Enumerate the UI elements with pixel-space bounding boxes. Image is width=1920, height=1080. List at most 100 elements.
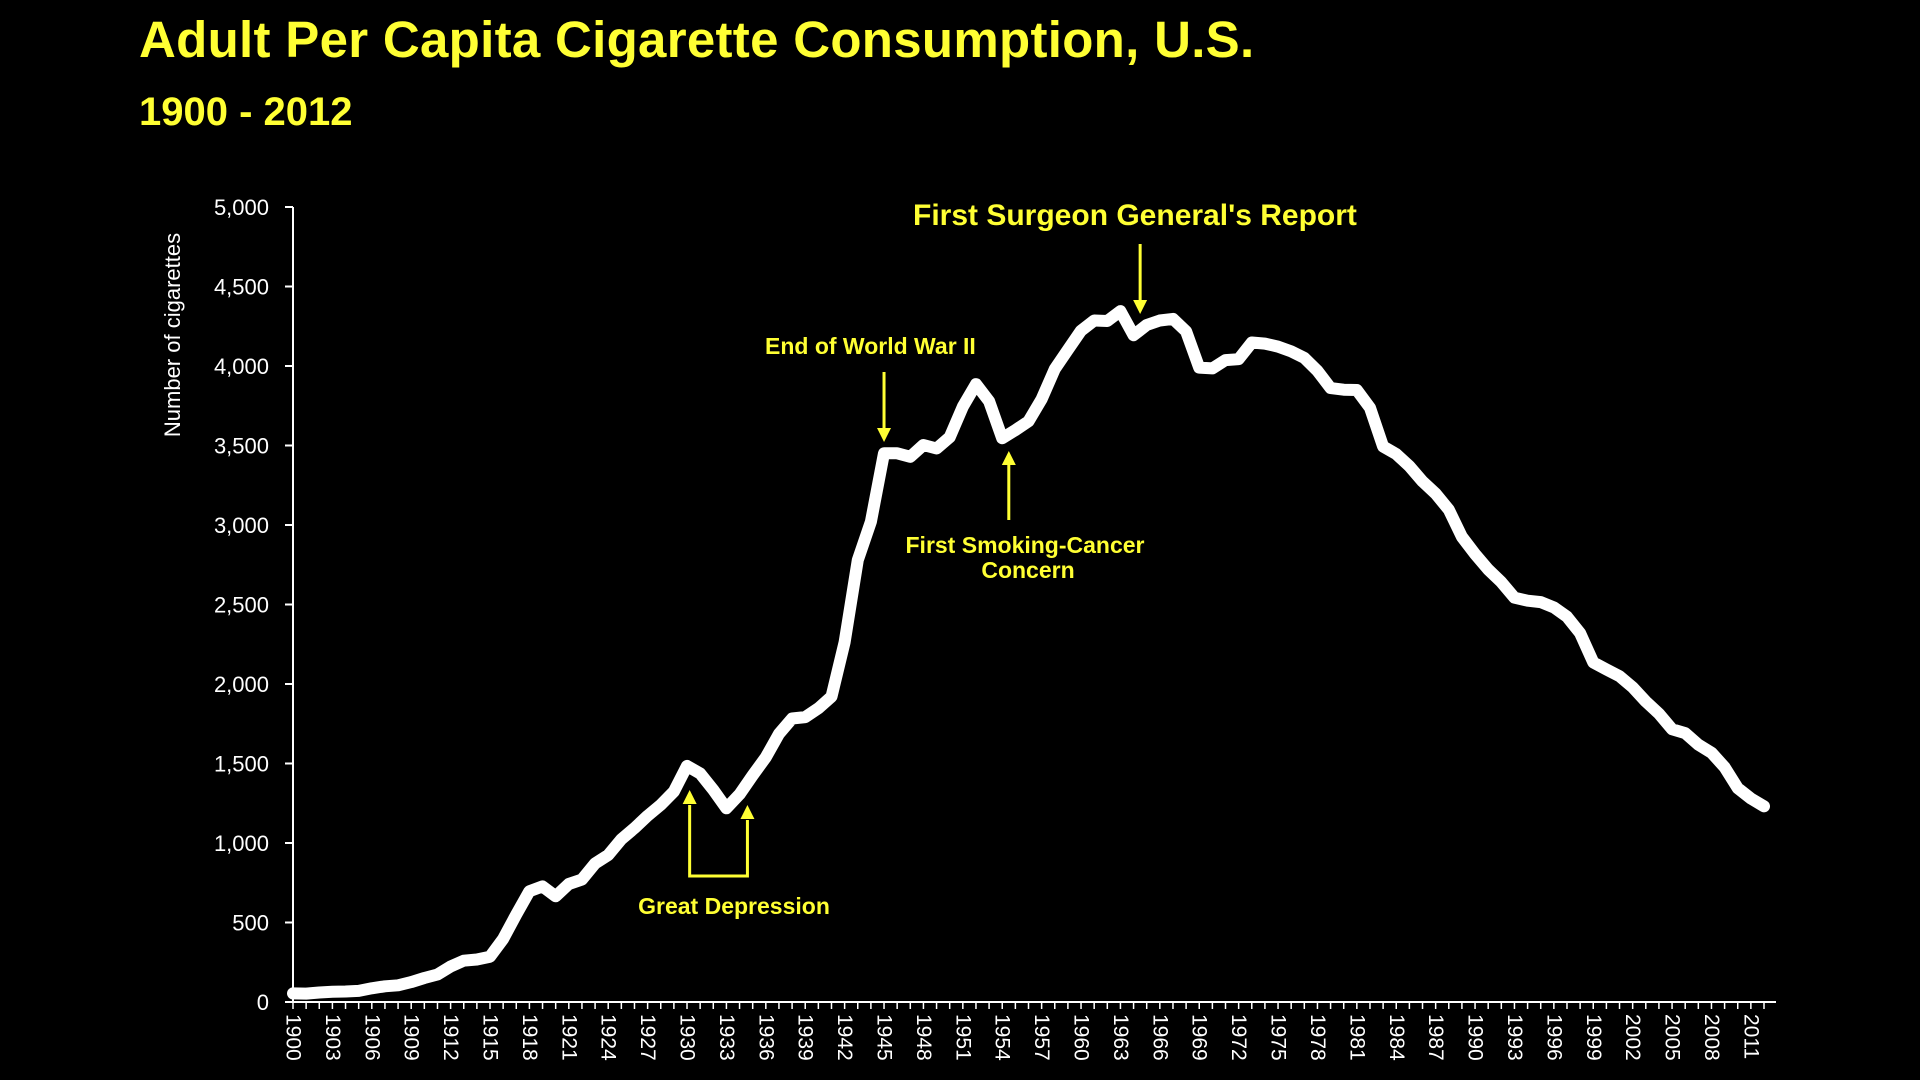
x-tick-label: 2005 [1661, 1014, 1684, 1061]
x-tick-label: 1927 [636, 1014, 659, 1061]
data-point [1355, 389, 1358, 392]
data-point [1487, 568, 1490, 571]
y-tick-label: 5,000 [214, 195, 269, 220]
y-tick-label: 3,000 [214, 513, 269, 538]
annotation-end-ww2: End of World War II [765, 333, 976, 359]
data-point [686, 764, 689, 767]
data-point [1290, 350, 1293, 353]
data-point [1710, 751, 1713, 754]
x-tick-label: 1915 [479, 1014, 502, 1061]
data-point [1671, 728, 1674, 731]
y-tick-label: 4,500 [214, 275, 269, 300]
data-point [1316, 369, 1319, 372]
data-point [1145, 323, 1148, 326]
data-point [1001, 437, 1004, 440]
data-point [843, 641, 846, 644]
data-point [1040, 398, 1043, 401]
annotation-smoking-cancer-line1: First Smoking-Cancer [906, 532, 1145, 558]
data-point [305, 992, 308, 995]
y-tick-label: 3,500 [214, 434, 269, 459]
arrowhead-surgeon-general [1133, 300, 1148, 314]
data-point [1224, 359, 1227, 362]
data-point [436, 973, 439, 976]
data-point [817, 707, 820, 710]
x-tick-label: 1978 [1306, 1014, 1329, 1061]
data-point [1552, 606, 1555, 609]
data-point [830, 695, 833, 698]
data-point [1158, 319, 1161, 322]
data-point [1421, 480, 1424, 483]
x-tick-label: 1903 [321, 1014, 344, 1061]
data-point [1132, 334, 1135, 337]
data-point [948, 436, 951, 439]
data-point [462, 959, 465, 962]
data-point [1250, 341, 1253, 344]
data-point [896, 452, 899, 455]
y-tick-label: 500 [232, 911, 269, 936]
data-point [909, 455, 912, 458]
data-point [1513, 596, 1516, 599]
data-point [357, 989, 360, 992]
data-point [292, 992, 295, 995]
data-point [725, 807, 728, 810]
series-line [287, 305, 1770, 1000]
data-point [318, 991, 321, 994]
x-tick-label: 1990 [1464, 1014, 1487, 1061]
data-point [1014, 429, 1017, 432]
chart-title: Adult Per Capita Cigarette Consumption, … [139, 11, 1255, 68]
arrowhead-smoking-cancer [1001, 451, 1016, 465]
x-tick-label: 1924 [597, 1014, 620, 1061]
data-point [331, 990, 334, 993]
data-point [1277, 345, 1280, 348]
x-tick-label: 2008 [1700, 1014, 1723, 1061]
x-tick-label: 1921 [557, 1014, 580, 1061]
x-ticks: 1900 1903 1906 1909 1912 1915 1918 1921 1924 1927… [282, 1002, 1765, 1061]
arrowhead-great-depression-left [682, 790, 697, 804]
arrowhead-great-depression-right [740, 805, 755, 819]
data-point [370, 987, 373, 990]
x-tick-label: 1930 [676, 1014, 699, 1061]
data-point [974, 383, 977, 386]
data-point [554, 895, 557, 898]
data-point [922, 444, 925, 447]
x-tick-label: 1918 [518, 1014, 541, 1061]
x-tick-label: 1963 [1109, 1014, 1132, 1061]
data-point [1434, 492, 1437, 495]
data-point [738, 793, 741, 796]
data-point [1565, 615, 1568, 618]
x-tick-label: 1957 [1030, 1014, 1053, 1061]
data-point [988, 400, 991, 403]
x-tick-label: 1972 [1227, 1014, 1250, 1061]
data-point [1368, 406, 1371, 409]
data-point [1592, 661, 1595, 664]
x-tick-label: 1951 [951, 1014, 974, 1061]
data-point [1171, 317, 1174, 320]
data-point [1342, 388, 1345, 391]
data-point [1605, 668, 1608, 671]
data-point [1539, 601, 1542, 604]
x-tick-label: 2002 [1621, 1014, 1644, 1061]
data-point [594, 862, 597, 865]
data-point [1237, 358, 1240, 361]
data-point [1736, 787, 1739, 790]
annotation-surgeon-general: First Surgeon General's Report [913, 199, 1357, 232]
data-point [1618, 675, 1621, 678]
x-tick-label: 1933 [715, 1014, 738, 1061]
data-point [672, 790, 675, 793]
x-tick-label: 1987 [1424, 1014, 1447, 1061]
data-point [1749, 797, 1752, 800]
chart-subtitle: 1900 - 2012 [139, 90, 353, 134]
data-point [489, 955, 492, 958]
x-tick-label: 1954 [991, 1014, 1014, 1061]
annotation-great-depression: Great Depression [638, 893, 830, 919]
y-tick-label: 4,000 [214, 354, 269, 379]
x-tick-label: 1999 [1582, 1014, 1605, 1061]
x-tick-label: 1981 [1345, 1014, 1368, 1061]
data-point [751, 774, 754, 777]
data-point [1697, 743, 1700, 746]
y-tick-label: 1,500 [214, 752, 269, 777]
data-point [1119, 310, 1122, 313]
data-point [646, 814, 649, 817]
data-point [1053, 368, 1056, 371]
